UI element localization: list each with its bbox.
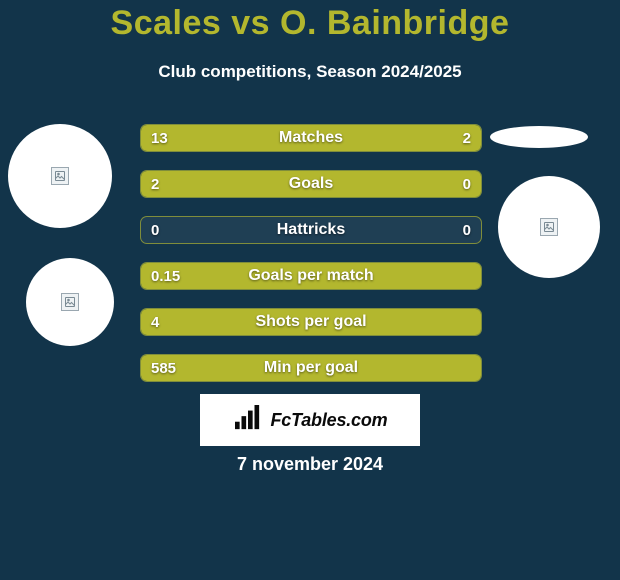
stat-bar-left bbox=[141, 171, 481, 197]
stat-value-right: 0 bbox=[463, 217, 471, 243]
stat-row-hattricks: 0 Hattricks 0 bbox=[140, 216, 482, 244]
page-title: Scales vs O. Bainbridge bbox=[0, 4, 620, 43]
stat-bar-left bbox=[141, 309, 481, 335]
player-b-ellipse bbox=[490, 126, 588, 148]
stat-row-goals: 2 Goals 0 bbox=[140, 170, 482, 198]
stat-bar-left bbox=[141, 125, 406, 151]
stat-value-left: 0 bbox=[151, 217, 159, 243]
bars-logo-icon bbox=[233, 405, 263, 436]
stat-row-matches: 13 Matches 2 bbox=[140, 124, 482, 152]
player-b-avatar-1 bbox=[498, 176, 600, 278]
comparison-infographic: Scales vs O. Bainbridge Club competition… bbox=[0, 0, 620, 580]
player-a-avatar-1 bbox=[8, 124, 112, 228]
stat-bar-right bbox=[406, 125, 481, 151]
broken-image-icon bbox=[540, 218, 558, 236]
stat-row-shots-per-goal: 4 Shots per goal bbox=[140, 308, 482, 336]
broken-image-icon bbox=[61, 293, 79, 311]
source-badge: FcTables.com bbox=[200, 394, 420, 446]
stat-row-min-per-goal: 585 Min per goal bbox=[140, 354, 482, 382]
page-subtitle: Club competitions, Season 2024/2025 bbox=[0, 62, 620, 82]
stat-label: Hattricks bbox=[141, 217, 481, 243]
stat-bar-left bbox=[141, 355, 481, 381]
stat-row-goals-per-match: 0.15 Goals per match bbox=[140, 262, 482, 290]
broken-image-icon bbox=[51, 167, 69, 185]
source-badge-text: FcTables.com bbox=[271, 410, 388, 431]
stat-bars: 13 Matches 2 2 Goals 0 0 Hattricks 0 0.1… bbox=[140, 124, 482, 400]
stat-bar-left bbox=[141, 263, 481, 289]
player-a-avatar-2 bbox=[26, 258, 114, 346]
snapshot-date: 7 november 2024 bbox=[0, 454, 620, 475]
